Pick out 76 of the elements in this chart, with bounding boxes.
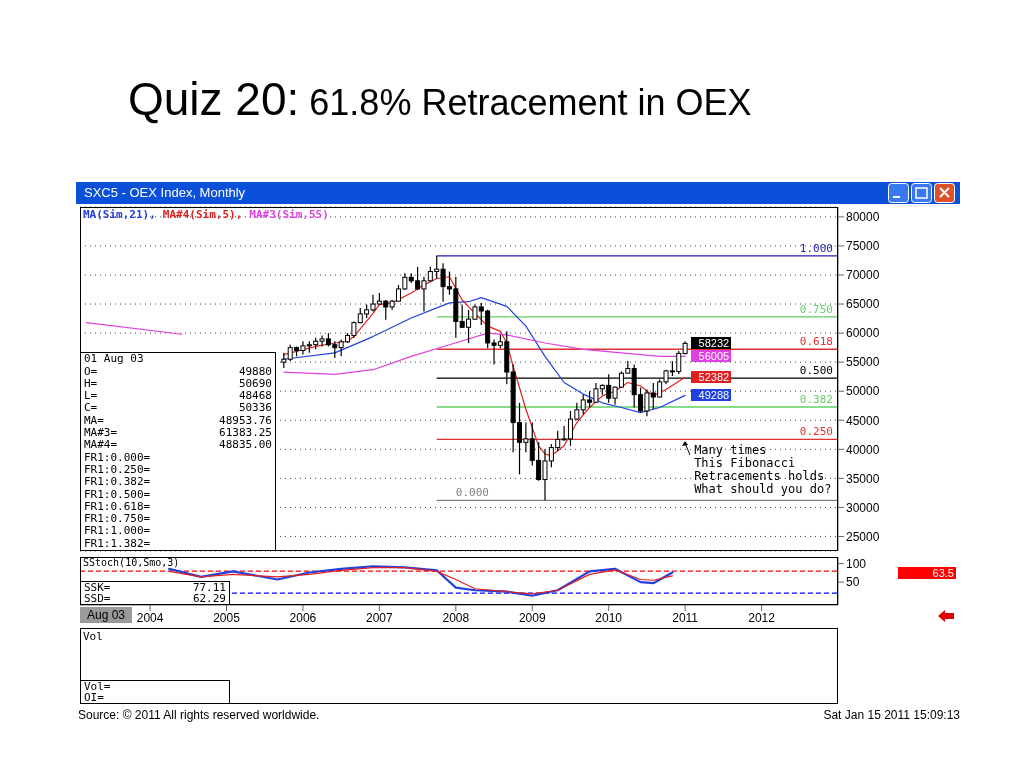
annotation: FR1:0.618=: [84, 499, 152, 514]
x-tick-label: 2011: [672, 610, 699, 625]
y-tick-label: 100: [846, 556, 867, 571]
annotation: Many times This Fibonacci Retracements holds What should you do?: [694, 443, 832, 497]
annotation: 49880: [238, 364, 272, 378]
annotation: FR1:1.382=: [84, 536, 152, 550]
text: MA#4(Sim,5),: [162, 208, 243, 221]
chart-title: SStoch(10,Smo,3): [83, 557, 180, 568]
annotation: 62.29: [192, 592, 226, 605]
annotation: FR1:0.250=: [84, 462, 152, 477]
text: Vol=: [84, 680, 112, 693]
annotation: SSK=: [84, 581, 111, 594]
y-tick-label: 65000: [846, 297, 880, 312]
annotation: FR1:0.382=: [84, 475, 152, 489]
text: MA(Sim,21),: [83, 208, 156, 221]
annotation: 48468: [238, 389, 272, 403]
chart-subtitle: SXC5 - OEX Index, Monthly: [84, 185, 246, 200]
annotation: 61383.25: [219, 426, 272, 440]
x-tick-label: 2010: [595, 610, 623, 625]
annotation: 0.500: [799, 364, 833, 378]
annotation: 48953.76: [219, 413, 272, 428]
annotation: 1.000: [799, 241, 833, 255]
y-tick-label: 50: [846, 575, 860, 590]
text: Sat Jan 15 2011 15:09:13: [823, 708, 960, 722]
annotation: MA=: [84, 413, 104, 428]
annotation: SSD=: [84, 592, 111, 605]
annotation: 0.618: [799, 335, 833, 349]
x-tick-label: 2005: [213, 610, 241, 625]
y-tick-label: 80000: [846, 210, 880, 225]
annotation: 0.250: [799, 425, 833, 439]
annotation: C=: [84, 401, 98, 415]
text: Vol: [83, 630, 103, 643]
x-tick-label: 2008: [442, 610, 470, 625]
annotation: L=: [84, 389, 98, 403]
chart-title: Quiz 20: 61.8% Retracement in OEX: [128, 73, 752, 125]
annotation: O=: [84, 364, 98, 378]
annotation: 58232: [691, 337, 732, 350]
y-tick-label: 60000: [846, 326, 880, 341]
annotation: FR1:1.000=: [84, 524, 152, 538]
annotation: 52382: [691, 371, 732, 384]
y-tick-label: 50000: [846, 384, 880, 399]
x-tick-label: 2006: [289, 610, 317, 625]
annotation: 01 Aug 03: [84, 352, 145, 366]
annotation: 0.382: [799, 392, 833, 406]
annotation: 77.11: [192, 581, 226, 594]
x-tick-label: 2012: [748, 610, 776, 625]
y-tick-label: 45000: [846, 413, 880, 428]
x-tick-label: 2004: [136, 610, 164, 625]
y-tick-label: 55000: [846, 355, 880, 370]
annotation: FR1:0.000=: [84, 450, 152, 464]
annotation: 48835.00: [219, 438, 272, 452]
annotation: 50690: [238, 376, 272, 391]
annotation: 50336: [238, 401, 272, 415]
annotation: 49288: [691, 389, 732, 402]
x-tick-label: 2007: [366, 610, 394, 625]
y-tick-label: 75000: [846, 239, 880, 254]
line-series: [283, 297, 686, 414]
source-note: Source: © 2011 All rights reserved worldwide.: [78, 708, 320, 722]
annotation: H=: [84, 376, 98, 391]
text: Aug 03: [80, 607, 132, 623]
y-tick-label: 30000: [846, 500, 880, 515]
annotation: MA#4=: [84, 438, 118, 452]
annotation: 0.000: [455, 486, 489, 500]
y-tick-label: 35000: [846, 471, 880, 486]
annotation: 56005: [691, 350, 732, 363]
y-tick-label: 40000: [846, 442, 880, 457]
text: 63.5: [898, 567, 956, 579]
text: OI=: [84, 691, 105, 704]
y-tick-label: 25000: [846, 529, 880, 544]
annotation: MA#3=: [84, 426, 118, 440]
y-tick-label: 70000: [846, 268, 880, 283]
annotation: 0.750: [799, 302, 833, 316]
annotation: FR1:0.500=: [84, 487, 152, 501]
x-tick-label: 2009: [518, 610, 546, 625]
text: MA#3(Sim,55): [249, 208, 329, 221]
annotation: FR1:0.750=: [84, 512, 152, 526]
